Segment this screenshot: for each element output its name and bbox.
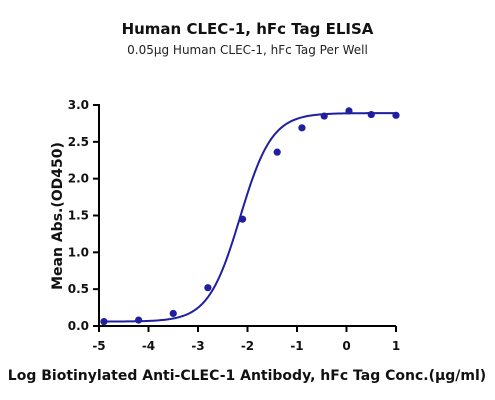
y-tick-label: 3.0 <box>68 98 89 112</box>
data-point <box>204 284 212 292</box>
y-tick-label: 0.0 <box>68 319 89 333</box>
y-tick-label: 1.5 <box>68 209 89 223</box>
x-tick-label: 1 <box>392 339 400 353</box>
x-tick-label: -4 <box>142 339 155 353</box>
x-tick-label: -1 <box>290 339 303 353</box>
y-tick-label: 2.0 <box>68 172 89 186</box>
x-tick-label: -5 <box>92 339 105 353</box>
data-point <box>367 110 375 119</box>
data-point <box>273 148 281 156</box>
y-tick-label: 1.0 <box>68 245 89 259</box>
x-tick-label: -3 <box>191 339 204 353</box>
y-tick-label: 0.5 <box>68 282 89 296</box>
chart-subtitle: 0.05μg Human CLEC-1, hFc Tag Per Well <box>127 43 368 57</box>
fit-curve <box>103 112 397 323</box>
data-point <box>169 309 177 318</box>
data-point <box>298 124 306 132</box>
x-tick-label: 0 <box>342 339 350 353</box>
data-point <box>392 111 400 119</box>
data-point <box>345 107 353 115</box>
x-axis-label: Log Biotinylated Anti-CLEC-1 Antibody, h… <box>8 368 486 384</box>
data-point <box>135 316 143 324</box>
data-point <box>238 215 247 223</box>
chart-title: Human CLEC-1, hFc Tag ELISA <box>122 20 374 38</box>
plot-area: -5 -4 -3 -2 -1 0 1 0.0 0.5 1.0 1.5 2.0 2.5 3.0 <box>68 98 400 353</box>
x-tick-label: -2 <box>241 339 254 353</box>
data-point <box>320 112 328 120</box>
y-axis-label: Mean Abs.(OD450) <box>50 142 66 290</box>
data-point <box>100 317 108 326</box>
y-tick-label: 2.5 <box>68 135 89 149</box>
